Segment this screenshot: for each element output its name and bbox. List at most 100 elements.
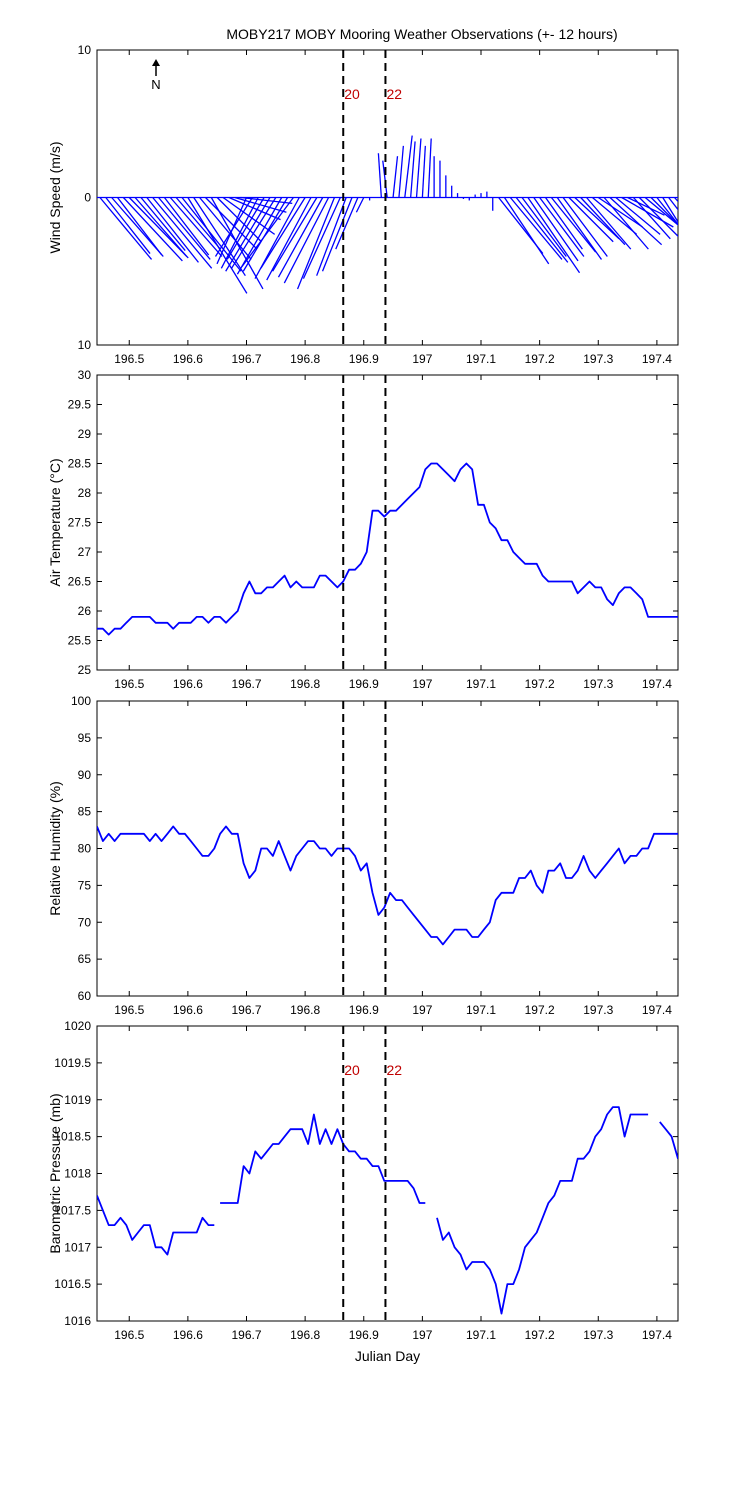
event-marker-label: 22 xyxy=(386,86,402,102)
x-tick-label: 196.9 xyxy=(349,1328,379,1342)
wind-vector xyxy=(650,197,678,226)
x-tick-label: 197.2 xyxy=(525,1328,555,1342)
event-marker-label: 20 xyxy=(344,1062,360,1078)
y-tick-label: 90 xyxy=(78,768,92,782)
wind-vector xyxy=(392,156,399,198)
wind-vector xyxy=(163,197,210,256)
wind-vector xyxy=(404,135,413,198)
wind-vector xyxy=(241,197,294,268)
wind-vector xyxy=(228,196,281,221)
wind-vector xyxy=(632,197,671,240)
wind-vector xyxy=(668,197,678,211)
wind-vector xyxy=(580,197,626,246)
y-tick-label: 85 xyxy=(78,805,92,819)
wind-vector xyxy=(296,197,336,290)
wind-vector xyxy=(615,197,661,235)
wind-vector xyxy=(521,197,567,257)
y-tick-label: 1019 xyxy=(64,1093,91,1107)
wind-vector xyxy=(556,197,603,260)
data-line xyxy=(220,1113,426,1204)
wind-vector xyxy=(503,197,550,265)
wind-vector xyxy=(169,197,223,257)
wind-vector xyxy=(225,197,271,272)
wind-vector xyxy=(662,197,678,224)
x-tick-label: 196.6 xyxy=(173,677,203,691)
x-tick-label: 197.1 xyxy=(466,352,496,366)
wind-vector xyxy=(260,197,306,269)
y-tick-label: 27 xyxy=(78,545,92,559)
x-tick-label: 196.5 xyxy=(114,352,144,366)
wind-vector xyxy=(158,197,211,260)
wind-vector xyxy=(266,197,312,281)
series-group xyxy=(97,825,678,946)
wind-vector xyxy=(562,197,608,257)
y-tick-label: 1016.5 xyxy=(54,1277,91,1291)
data-line xyxy=(659,1121,678,1159)
x-tick-label: 197.2 xyxy=(525,1003,555,1017)
y-tick-label: 26.5 xyxy=(68,575,92,589)
wind-vector xyxy=(283,197,330,284)
wind-vector xyxy=(586,197,632,250)
x-tick-label: 196.7 xyxy=(231,352,261,366)
wind-vector xyxy=(398,145,405,198)
y-tick-label: 1019.5 xyxy=(54,1056,91,1070)
chart-pressure: 196.5 196.6 196.7 196.8 196.9 197 197.1 197.2 19… xyxy=(47,1019,679,1364)
figure-title: MOBY217 MOBY Mooring Weather Observation… xyxy=(226,26,617,42)
wind-vector xyxy=(597,196,643,228)
x-tick-label: 197.3 xyxy=(583,677,613,691)
x-tick-label: 197 xyxy=(412,1328,432,1342)
wind-vector xyxy=(355,197,365,213)
x-tick-label: 197.4 xyxy=(642,352,672,366)
y-tick-label: 1018 xyxy=(64,1167,91,1181)
x-tick-label: 196.8 xyxy=(290,1328,320,1342)
x-tick-label: 197.1 xyxy=(466,1328,496,1342)
wind-vector xyxy=(656,197,678,226)
event-marker-label: 20 xyxy=(344,86,360,102)
north-arrow-head-icon xyxy=(152,59,160,66)
x-tick-label: 197 xyxy=(412,1003,432,1017)
event-marker-label: 22 xyxy=(386,1062,402,1078)
wind-vector xyxy=(277,197,324,278)
wind-vector xyxy=(199,197,252,260)
x-tick-label: 196.8 xyxy=(290,677,320,691)
series-group xyxy=(97,1106,678,1315)
y-tick-label: 1018.5 xyxy=(54,1130,91,1144)
x-tick-label: 197.3 xyxy=(583,1003,613,1017)
data-line xyxy=(97,462,678,636)
x-tick-label: 196.8 xyxy=(290,352,320,366)
y-axis-label: Air Temperature (°C) xyxy=(47,458,63,586)
data-line xyxy=(97,1195,215,1256)
wind-vector xyxy=(509,197,563,260)
y-tick-label: 0 xyxy=(84,191,91,205)
chart-rh: 196.5 196.6 196.7 196.8 196.9 197 197.1 197.2 19… xyxy=(47,694,679,1017)
plot-frame xyxy=(96,700,679,997)
x-tick-label: 196.6 xyxy=(173,1328,203,1342)
wind-vector xyxy=(240,196,293,205)
x-tick-label: 197 xyxy=(412,352,432,366)
x-tick-label: 196.7 xyxy=(231,677,261,691)
y-axis-label: Wind Speed (m/s) xyxy=(47,141,63,253)
y-tick-label: 30 xyxy=(78,368,92,382)
y-tick-label: 10 xyxy=(78,338,92,352)
y-tick-label: 29.5 xyxy=(68,398,92,412)
y-tick-label: 28 xyxy=(78,486,92,500)
wind-vector xyxy=(415,138,422,198)
wind-vector xyxy=(609,197,663,246)
y-tick-label: 26 xyxy=(78,604,92,618)
data-line xyxy=(97,825,678,946)
wind-vector xyxy=(302,197,341,279)
north-label: N xyxy=(151,77,160,92)
wind-vector xyxy=(234,196,287,213)
x-tick-label: 197.4 xyxy=(642,1003,672,1017)
wind-vector xyxy=(152,197,213,269)
wind-vector xyxy=(335,197,359,250)
wind-vector xyxy=(539,197,585,257)
x-tick-label: 197.4 xyxy=(642,677,672,691)
x-tick-label: 196.5 xyxy=(114,677,144,691)
wind-vector xyxy=(105,197,151,254)
x-tick-label: 196.6 xyxy=(173,352,203,366)
y-axis-label: Barometric Pressure (mb) xyxy=(47,1093,63,1253)
wind-vector xyxy=(316,197,347,276)
wind-vector xyxy=(533,197,579,262)
wind-vectors xyxy=(97,135,678,294)
